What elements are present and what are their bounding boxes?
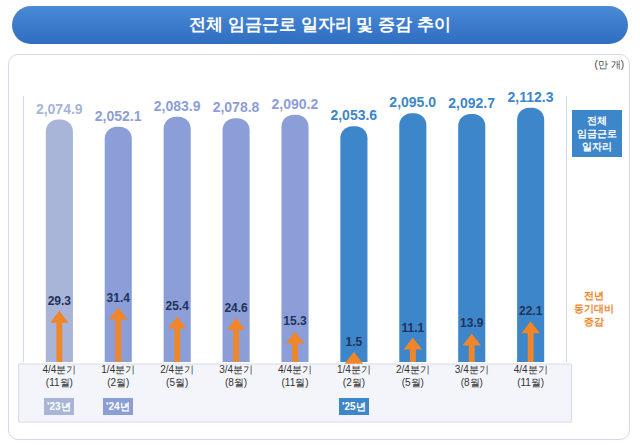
svg-text:'25년: '25년: [342, 401, 366, 412]
svg-text:15.3: 15.3: [283, 314, 307, 328]
svg-text:25.4: 25.4: [165, 299, 189, 313]
svg-text:3/4분기(8월): 3/4분기(8월): [219, 364, 253, 388]
svg-text:2,092.7: 2,092.7: [448, 95, 495, 111]
svg-text:31.4: 31.4: [107, 291, 131, 305]
svg-text:2,078.8: 2,078.8: [213, 99, 260, 115]
svg-text:24.6: 24.6: [224, 301, 248, 315]
svg-text:'23년: '23년: [47, 401, 71, 412]
svg-text:4/4분기(11월): 4/4분기(11월): [42, 364, 76, 388]
svg-text:13.9: 13.9: [460, 316, 484, 330]
html-text:전체 임금근로 일자리 및 증감 추이: 전체 임금근로 일자리 및 증감 추이: [189, 15, 451, 34]
svg-text:11.1: 11.1: [401, 321, 424, 335]
svg-text:2,074.9: 2,074.9: [36, 101, 83, 117]
svg-text:2,090.2: 2,090.2: [272, 96, 319, 112]
svg-text:3/4분기(8월): 3/4분기(8월): [455, 364, 489, 388]
svg-text:1/4분기(2월): 1/4분기(2월): [337, 364, 371, 388]
svg-text:2/4분기(5월): 2/4분기(5월): [160, 364, 194, 388]
svg-text:2,112.3: 2,112.3: [508, 89, 554, 105]
svg-text:4/4분기(11월): 4/4분기(11월): [278, 364, 312, 388]
svg-text:2,083.9: 2,083.9: [154, 98, 201, 114]
svg-text:2,052.1: 2,052.1: [95, 108, 142, 124]
svg-text:4/4분기(11월): 4/4분기(11월): [514, 364, 548, 388]
svg-text:'24년: '24년: [106, 401, 130, 412]
svg-text:2,053.6: 2,053.6: [330, 107, 377, 123]
svg-text:1/4분기(2월): 1/4분기(2월): [101, 364, 135, 388]
svg-text:29.3: 29.3: [48, 294, 72, 308]
svg-text:전년동기대비증감: 전년동기대비증감: [574, 290, 614, 327]
svg-text:2,095.0: 2,095.0: [389, 94, 436, 110]
svg-text:1.5: 1.5: [346, 335, 363, 349]
html-text:(만 개): (만 개): [594, 59, 624, 70]
svg-text:2/4분기(5월): 2/4분기(5월): [396, 364, 430, 388]
svg-text:전체임금근로일자리: 전체임금근로일자리: [577, 115, 617, 152]
svg-text:22.1: 22.1: [519, 304, 543, 318]
